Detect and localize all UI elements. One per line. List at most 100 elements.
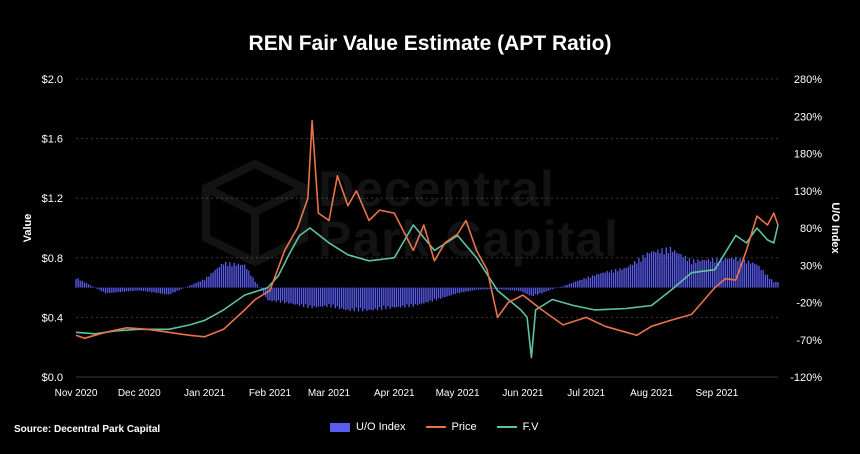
uo-index-bar: [239, 265, 242, 288]
x-tick-label: Nov 2020: [55, 388, 98, 399]
uo-index-bar: [482, 287, 484, 290]
uo-index-bar: [92, 286, 94, 288]
uo-index-bar: [85, 283, 88, 288]
uo-index-bar: [488, 287, 490, 290]
uo-index-bar: [218, 266, 221, 288]
uo-index-bar: [241, 264, 244, 288]
uo-index-bar: [667, 253, 670, 288]
uo-index-bar: [503, 287, 505, 290]
uo-index-bar: [309, 287, 311, 306]
uo-index-bar: [414, 287, 417, 305]
uo-index-bar: [307, 287, 309, 309]
left-axis-title: Value: [22, 214, 34, 243]
uo-index-bar: [197, 281, 199, 288]
uo-index-bar: [465, 287, 467, 292]
uo-index-bar: [699, 261, 701, 288]
uo-index-bar: [123, 287, 126, 292]
uo-index-bar: [378, 287, 381, 308]
uo-index-bar: [340, 287, 343, 309]
uo-index-bar: [273, 287, 275, 301]
uo-index-bar: [678, 253, 680, 288]
uo-index-bar: [279, 287, 282, 303]
uo-index-bar: [138, 287, 140, 291]
uo-index-bar: [75, 279, 77, 288]
uo-index-bar: [300, 287, 303, 305]
uo-index-bar: [730, 257, 733, 288]
uo-index-bar: [368, 287, 370, 310]
uo-index-bar: [442, 287, 444, 298]
uo-index-bar: [96, 287, 98, 289]
uo-index-bar: [777, 282, 779, 288]
uo-index-bar: [220, 263, 223, 288]
uo-index-bar: [657, 249, 659, 288]
uo-index-bar: [762, 270, 764, 288]
uo-index-bar: [612, 272, 615, 288]
uo-index-bar: [349, 287, 351, 311]
uo-index-bar: [585, 278, 587, 288]
x-tick-label: Apr 2021: [374, 388, 415, 399]
uo-index-bar: [572, 282, 575, 288]
uo-index-bar: [168, 287, 170, 295]
uo-index-bar: [362, 287, 364, 312]
axes: $0.0 $0.4 $0.8 $1.2 $1.6 $2.0 -120% -70% -20% 30%…: [22, 74, 841, 399]
x-tick-label: Aug 2021: [630, 388, 673, 399]
uo-index-bar: [128, 287, 130, 292]
uo-index-bar: [707, 258, 710, 288]
uo-index-bar: [433, 287, 436, 299]
uo-index-bar: [477, 287, 480, 290]
uo-index-bar: [555, 287, 558, 289]
watermark-cube-icon: [202, 159, 308, 267]
uo-index-bar: [381, 287, 383, 310]
uo-index-bar: [418, 287, 421, 304]
legend-item-price: Price: [425, 421, 477, 433]
uo-index-bar: [374, 287, 377, 309]
uo-index-bar: [541, 287, 543, 294]
uo-index-bar: [98, 287, 100, 290]
uo-index-bar: [106, 287, 109, 293]
uo-index-bar: [543, 287, 545, 293]
uo-index-bar: [149, 287, 151, 292]
uo-index-bar: [663, 254, 665, 288]
uo-index-bar: [562, 286, 564, 288]
uo-index-bar: [440, 287, 442, 299]
uo-index-bar: [429, 287, 431, 301]
uo-index-bar: [248, 270, 250, 288]
uo-index-bar: [486, 287, 488, 290]
uo-index-bar: [545, 287, 547, 292]
grid-lines: [76, 78, 778, 378]
uo-index-bar: [321, 287, 324, 307]
uo-index-bar: [336, 287, 339, 307]
uo-index-bar: [345, 287, 347, 310]
uo-index-bar: [412, 287, 414, 307]
left-tick-label: $1.2: [42, 193, 63, 205]
uo-index-bar: [724, 257, 726, 288]
legend-label-uo-index: U/O Index: [356, 421, 406, 433]
uo-index-bar: [636, 263, 638, 288]
uo-index-bar: [566, 284, 568, 288]
uo-index-bar: [650, 251, 653, 288]
uo-index-bar: [463, 287, 465, 293]
uo-index-bar: [648, 253, 651, 288]
uo-index-bar: [669, 246, 672, 288]
watermark-line-1: Decentral: [318, 161, 555, 217]
uo-index-bar: [564, 285, 566, 288]
uo-index-bar: [399, 287, 402, 308]
uo-index-bar: [250, 275, 252, 288]
uo-index-bar: [117, 287, 119, 293]
uo-index-bar: [277, 287, 280, 301]
right-axis-title: U/O Index: [829, 202, 841, 254]
uo-index-bar: [665, 247, 667, 288]
uo-index-bar: [214, 269, 216, 288]
left-tick-label: $2.0: [42, 74, 63, 86]
legend: U/O Index Price F.V: [330, 421, 559, 433]
uo-index-bar: [338, 287, 341, 310]
uo-index-bar: [747, 260, 750, 288]
uo-index-bar: [526, 287, 528, 294]
uo-index-bar: [676, 252, 678, 288]
legend-item-fv: F.V: [496, 421, 539, 433]
uo-index-bar: [324, 287, 326, 306]
uo-index-bar: [395, 287, 398, 308]
uo-index-bar: [431, 287, 433, 302]
uo-index-bar: [296, 287, 299, 305]
uo-index-bar: [237, 263, 239, 288]
